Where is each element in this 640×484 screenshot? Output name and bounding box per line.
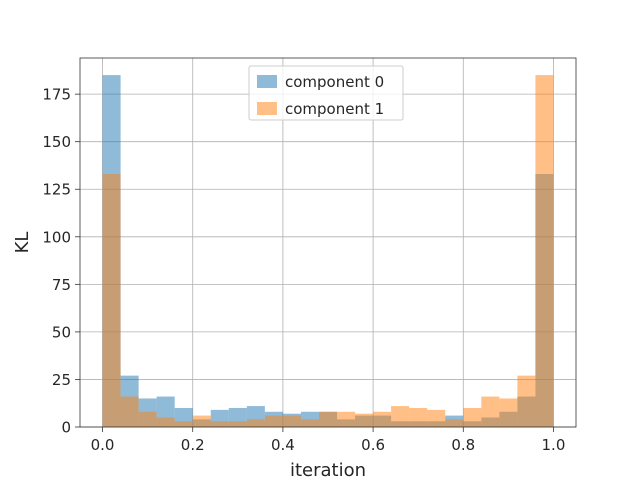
histogram-bar-series-1: [300, 419, 319, 427]
histogram-bar-series-1: [228, 421, 247, 427]
histogram-bar-series-1: [337, 411, 356, 427]
histogram-bar-series-1: [264, 415, 283, 427]
y-tick-label: 150: [42, 133, 71, 151]
histogram-bar-series-1: [445, 419, 464, 427]
legend-swatch: [257, 102, 277, 115]
histogram-bar-series-1: [156, 417, 175, 427]
plot-frame: [79, 57, 577, 428]
x-tick-label: 0.6: [361, 436, 385, 454]
histogram-bar-series-1: [481, 396, 500, 427]
y-axis-label: KL: [12, 232, 33, 254]
histogram-bar-series-1: [517, 375, 536, 427]
ticks-layer: 0.0 0.2 0.4 0.6 0.8 1.0 0 25 50 75 100 125 150 175: [42, 86, 565, 454]
histogram-bar-series-1: [535, 75, 554, 427]
x-tick-label: 0.0: [91, 436, 115, 454]
y-tick-label: 175: [42, 86, 71, 104]
histogram-bar-series-1: [138, 411, 157, 427]
x-axis-label: iteration: [290, 460, 366, 480]
histogram-bar-series-1: [427, 409, 446, 427]
histogram-bar-series-1: [391, 406, 410, 427]
histogram-bar-series-1: [120, 396, 139, 427]
histogram-bar-series-1: [318, 411, 338, 427]
histogram-bar-series-1: [463, 407, 482, 427]
y-tick-label: 25: [52, 371, 71, 389]
legend-box: [248, 65, 404, 121]
y-tick-label: 0: [61, 419, 71, 437]
histogram-bar-series-1: [373, 411, 392, 427]
histogram-bar-series-1: [246, 419, 265, 427]
histogram-bar-series-1: [174, 421, 193, 427]
histogram-bar-series-1: [355, 413, 374, 427]
histogram-bar-series-1: [282, 415, 301, 427]
x-tick-label: 0.2: [181, 436, 205, 454]
x-tick-label: 0.4: [271, 436, 295, 454]
y-tick-label: 50: [52, 323, 71, 341]
bars-layer: [102, 75, 554, 427]
y-tick-label: 75: [52, 276, 71, 294]
histogram-bar-series-1: [102, 174, 121, 427]
x-tick-label: 1.0: [542, 436, 566, 454]
histogram-bar-series-1: [409, 407, 428, 427]
legend-swatch: [257, 75, 277, 88]
legend: component 0 component 1: [248, 65, 404, 121]
legend-label: component 1: [285, 100, 384, 118]
x-tick-label: 0.8: [451, 436, 475, 454]
y-tick-label: 125: [42, 181, 71, 199]
legend-label: component 0: [285, 73, 384, 91]
histogram-bar-series-1: [499, 398, 518, 427]
histogram-bar-series-1: [192, 415, 211, 427]
y-tick-label: 100: [42, 228, 71, 246]
histogram-bar-series-1: [210, 421, 229, 427]
